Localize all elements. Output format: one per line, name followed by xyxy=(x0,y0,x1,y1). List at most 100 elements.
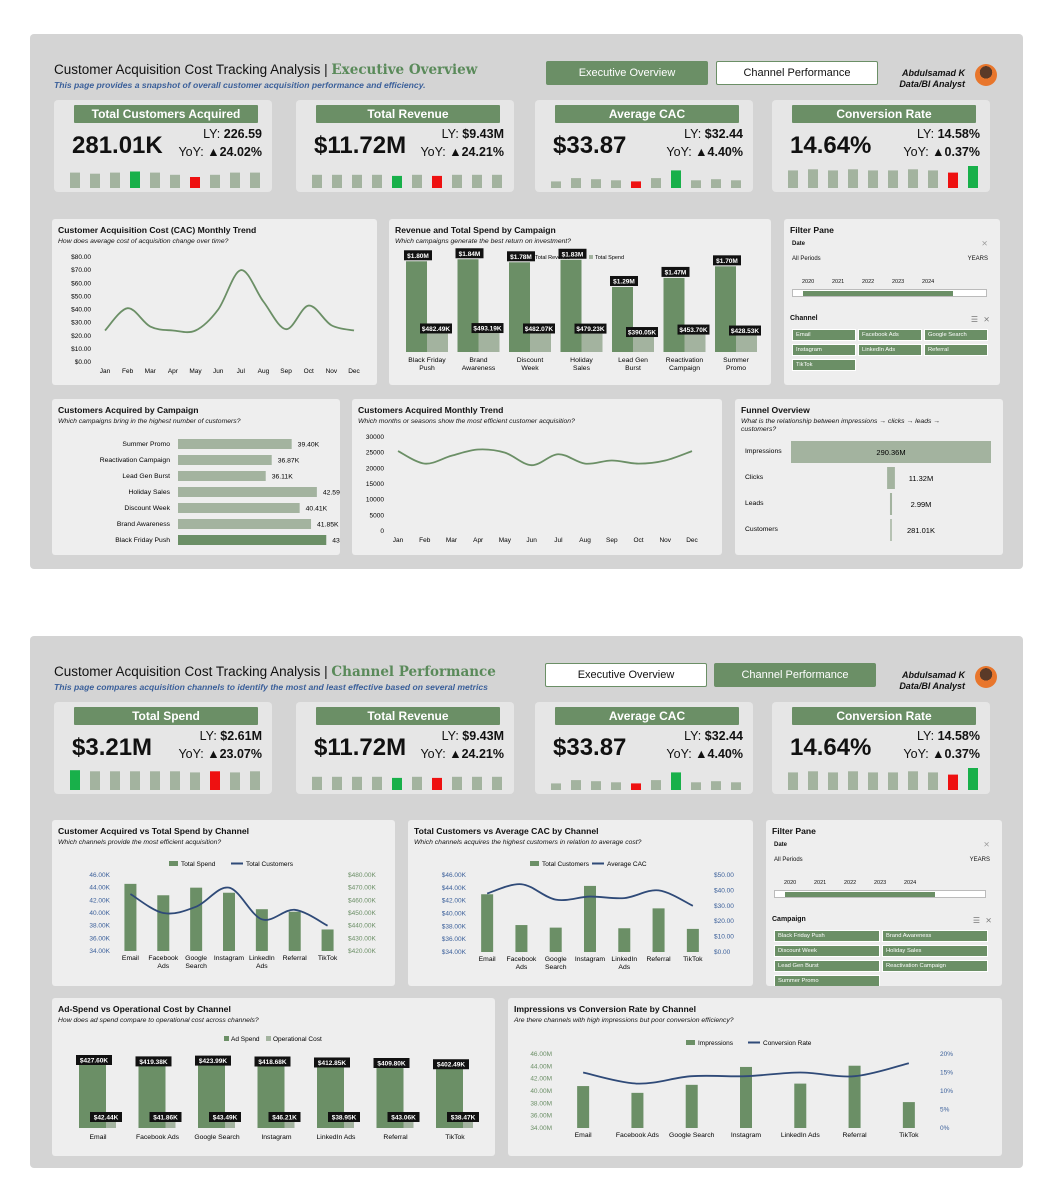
spark-bar xyxy=(372,174,382,188)
channel-bar xyxy=(740,1066,752,1128)
slicer-chip[interactable]: Black Friday Push xyxy=(774,930,880,942)
kpi-card: Average CAC $33.87 LY: $32.44 YoY: ▲4.40% xyxy=(535,702,753,794)
panel-subtitle: How does ad spend compare to operational… xyxy=(58,1017,259,1024)
y-left-tick: 40.00K xyxy=(89,910,110,917)
panel-subtitle: Which channels provide the most efficien… xyxy=(58,839,222,846)
y-left-tick: 34.00K xyxy=(89,948,110,955)
legend-swatch xyxy=(224,1036,229,1041)
panel-subtitle: Which channels acquires the highest cust… xyxy=(414,839,642,846)
revenue-data-label: $1.78M xyxy=(510,254,532,261)
x-tick-label: Reactivation xyxy=(666,357,704,364)
data-label: 36.11K xyxy=(272,474,294,481)
spark-bar xyxy=(492,174,502,188)
ly-label: LY: xyxy=(916,729,935,743)
kpi-value: 14.64% xyxy=(790,132,872,159)
slicer-chip[interactable]: Instagram xyxy=(792,344,856,356)
kpi-card: Total Customers Acquired 281.01K LY: 226.5… xyxy=(54,100,272,192)
clear-slicer-icon[interactable]: ⨯ xyxy=(983,315,990,324)
spend-data-label: $453.70K xyxy=(679,327,707,334)
author-info: Abdulsamad K Data/BI Analyst xyxy=(899,68,965,90)
x-tick-label: Jul xyxy=(554,537,563,544)
spark-bar xyxy=(352,776,362,790)
kpi-yoy: YoY: ▲24.02% xyxy=(178,145,262,159)
spark-bar xyxy=(250,771,260,790)
timeline-selection[interactable] xyxy=(785,892,935,897)
spark-bar xyxy=(432,777,442,790)
data-label-bg xyxy=(523,323,555,334)
spark-bar xyxy=(90,173,100,188)
date-timeline-slider[interactable] xyxy=(774,890,986,898)
clear-filter-icon[interactable]: ⨯ xyxy=(981,239,988,248)
author-name: Abdulsamad K xyxy=(901,68,965,78)
data-label-bg xyxy=(209,1112,241,1122)
ad-spend-data-label: $418.68K xyxy=(258,1059,286,1066)
spark-bar xyxy=(788,772,798,790)
multi-select-icon[interactable]: ☰ xyxy=(970,315,978,324)
slicer-chip[interactable]: Google Search xyxy=(924,329,988,341)
spark-bar xyxy=(968,768,978,790)
kpi-value: $11.72M xyxy=(314,734,407,761)
author-info: Abdulsamad K Data/BI Analyst xyxy=(899,670,965,692)
slicer-chip[interactable]: TikTok xyxy=(792,359,856,371)
timeline-selection[interactable] xyxy=(803,291,953,296)
revenue-data-label: $1.70M xyxy=(716,258,738,265)
nav-channel-performance-button[interactable]: Channel Performance xyxy=(714,663,876,687)
kpi-value: 14.64% xyxy=(790,734,872,761)
channel-bar xyxy=(686,928,699,952)
y-left-tick: 42.00K xyxy=(89,897,110,904)
kpi-last-year: LY: $32.44 xyxy=(684,729,743,743)
slicer-chip[interactable]: Brand Awareness xyxy=(882,930,988,942)
spark-bar xyxy=(70,770,80,790)
date-timeline-slider[interactable] xyxy=(792,289,987,297)
slicer-chip[interactable]: Holiday Sales xyxy=(882,945,988,957)
slicer-chip[interactable]: Discount Week xyxy=(774,945,880,957)
legend-label: Total Customers xyxy=(246,861,294,868)
clear-slicer-icon[interactable]: ⨯ xyxy=(985,916,992,925)
y-tick-label: Holiday Sales xyxy=(128,489,170,496)
clear-filter-icon[interactable]: ⨯ xyxy=(983,840,990,849)
slicer-chip[interactable]: Lead Gen Burst xyxy=(774,960,880,972)
spark-bar xyxy=(848,771,858,790)
ly-value: 14.58% xyxy=(937,729,980,743)
x-tick-label: Sep xyxy=(606,537,618,544)
monthly-trend-panel: Customers Acquired Monthly Trend Which m… xyxy=(352,399,722,555)
slicer-chip[interactable]: Referral xyxy=(924,344,988,356)
yoy-value: ▲24.21% xyxy=(449,747,504,761)
ly-label: LY: xyxy=(441,127,459,141)
data-label-bg xyxy=(314,1057,350,1068)
legend-swatch xyxy=(589,255,593,259)
y-left-tick: 36.00M xyxy=(530,1113,552,1120)
slicer-chip[interactable]: Summer Promo xyxy=(774,975,880,986)
spark-bar xyxy=(130,171,140,188)
panel-subtitle: Are there channels with high impressions… xyxy=(514,1017,734,1024)
y-left-tick: 44.00M xyxy=(530,1063,552,1070)
spark-bar xyxy=(372,776,382,790)
ly-label: LY: xyxy=(684,729,702,743)
slicer-chip[interactable]: Email xyxy=(792,329,856,341)
multi-select-icon[interactable]: ☰ xyxy=(972,916,980,925)
x-tick-label: Facebook Ads xyxy=(136,1134,180,1141)
date-label: Date xyxy=(792,241,806,247)
nav-channel-performance-button[interactable]: Channel Performance xyxy=(716,61,878,85)
data-label: 40.41K xyxy=(306,506,328,513)
slicer-chip[interactable]: Reactivation Campaign xyxy=(882,960,988,972)
y-left-tick: $44.00K xyxy=(442,885,467,892)
spark-bar xyxy=(711,781,721,790)
ad-spend-data-label: $402.49K xyxy=(437,1062,465,1069)
nav-executive-overview-button[interactable]: Executive Overview xyxy=(546,61,708,85)
avatar xyxy=(975,64,997,86)
funnel-value: 2.99M xyxy=(911,500,932,509)
slicer-chip[interactable]: Facebook Ads xyxy=(858,329,922,341)
years-dropdown[interactable]: YEARS xyxy=(967,256,988,262)
revenue-bar xyxy=(457,259,479,352)
x-tick-label: Google xyxy=(545,956,567,963)
op-cost-bar xyxy=(284,1120,295,1128)
ly-label: LY: xyxy=(684,127,702,141)
sparkline-bars xyxy=(551,170,741,188)
nav-executive-overview-button[interactable]: Executive Overview xyxy=(545,663,707,687)
slicer-chip[interactable]: LinkedIn Ads xyxy=(858,344,922,356)
year-tick: 2022 xyxy=(844,880,857,886)
kpi-card: Total Spend $3.21M LY: $2.61M YoY: ▲23.07% xyxy=(54,702,272,794)
kpi-yoy: YoY: ▲4.40% xyxy=(666,145,743,159)
years-dropdown[interactable]: YEARS xyxy=(969,857,990,863)
